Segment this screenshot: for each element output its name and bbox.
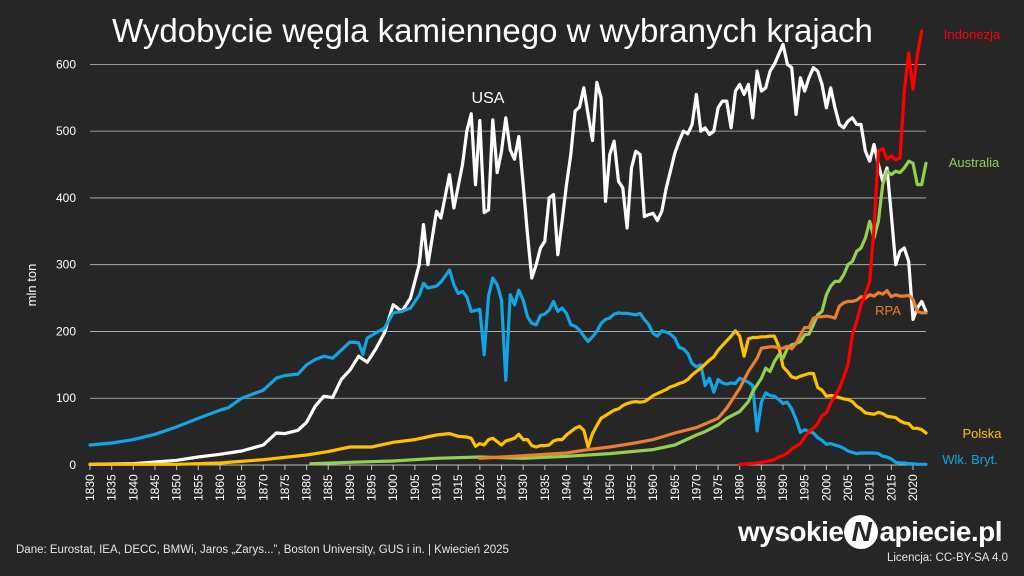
series-label: Polska bbox=[962, 426, 1002, 441]
x-tick-label: 2015 bbox=[884, 474, 898, 501]
x-tick-label: 1895 bbox=[365, 474, 379, 501]
y-tick-label: 300 bbox=[56, 258, 76, 272]
x-tick-label: 1950 bbox=[603, 474, 617, 501]
x-tick-label: 1930 bbox=[516, 474, 530, 501]
chart-title: Wydobycie węgla kamiennego w wybranych k… bbox=[112, 12, 873, 49]
x-tick-label: 1940 bbox=[559, 474, 573, 501]
x-tick-label: 1870 bbox=[256, 474, 270, 501]
x-tick-label: 1875 bbox=[278, 474, 292, 501]
x-tick-label: 1975 bbox=[711, 474, 725, 501]
x-tick-label: 1960 bbox=[646, 474, 660, 501]
x-tick-label: 1845 bbox=[148, 474, 162, 501]
x-tick-label: 2000 bbox=[819, 474, 833, 501]
x-tick-label: 1935 bbox=[538, 474, 552, 501]
x-tick-label: 1885 bbox=[321, 474, 335, 501]
series-line-indonezja bbox=[738, 29, 924, 466]
x-tick-label: 1860 bbox=[213, 474, 227, 501]
brand-logo: wysokie N apiecie.pl bbox=[738, 512, 1003, 552]
y-axis-label: mln ton bbox=[24, 264, 39, 307]
x-tick-label: 1900 bbox=[386, 474, 400, 501]
x-tick-label: 1880 bbox=[300, 474, 314, 501]
series-line-polska bbox=[88, 329, 928, 466]
x-tick-label: 2020 bbox=[906, 474, 920, 501]
x-tick-label: 1865 bbox=[235, 474, 249, 501]
series-label: Australia bbox=[949, 155, 1000, 170]
series-label: Wlk. Bryt. bbox=[942, 452, 998, 467]
x-tick-label: 1980 bbox=[733, 474, 747, 501]
y-axis: 0 100 200 300 400 500 600 bbox=[56, 57, 76, 472]
series-line-wlk-bryt- bbox=[88, 268, 928, 466]
x-tick-label: 1835 bbox=[105, 474, 119, 501]
x-tick-label: 1890 bbox=[343, 474, 357, 501]
y-tick-label: 100 bbox=[56, 391, 76, 405]
x-tick-label: 1945 bbox=[581, 474, 595, 501]
logo-text-left: wysokie bbox=[738, 516, 844, 547]
series-label: Indonezja bbox=[944, 27, 1001, 42]
logo-mark-icon: N bbox=[844, 515, 879, 549]
series-line-rpa bbox=[478, 289, 928, 460]
series-line-australia bbox=[309, 159, 928, 466]
source-note: Dane: Eurostat, IEA, DECC, BMWi, Jaros „… bbox=[16, 544, 509, 556]
x-tick-label: 1970 bbox=[689, 474, 703, 501]
series-label: USA bbox=[472, 90, 505, 107]
series-line-usa bbox=[88, 42, 928, 466]
x-tick-label: 1830 bbox=[83, 474, 97, 501]
series-labels: USA Wlk. Bryt. Polska Australia RPA Indonezja bbox=[472, 27, 1003, 467]
x-tick-label: 1955 bbox=[624, 474, 638, 501]
x-tick-label: 1995 bbox=[798, 474, 812, 501]
x-tick-label: 1990 bbox=[776, 474, 790, 501]
x-tick-label: 1985 bbox=[754, 474, 768, 501]
y-tick-label: 0 bbox=[69, 458, 76, 472]
x-tick-label: 2005 bbox=[841, 474, 855, 501]
license-note: Licencja: CC-BY-SA 4.0 bbox=[886, 552, 1008, 564]
series-lines bbox=[88, 29, 928, 466]
x-axis: 1830 1835 1840 1845 1850 1855 1860 1865 1870 1875… bbox=[83, 465, 920, 501]
logo-text-right: apiecie.pl bbox=[879, 516, 1003, 547]
x-tick-label: 1855 bbox=[191, 474, 205, 501]
x-tick-label: 1915 bbox=[451, 474, 465, 501]
x-tick-label: 1965 bbox=[668, 474, 682, 501]
x-tick-label: 1850 bbox=[170, 474, 184, 501]
x-tick-label: 1925 bbox=[495, 474, 509, 501]
x-tick-label: 1905 bbox=[408, 474, 422, 501]
series-label: RPA bbox=[875, 303, 901, 318]
y-tick-label: 400 bbox=[56, 191, 76, 205]
y-tick-label: 200 bbox=[56, 324, 76, 338]
y-tick-label: 500 bbox=[56, 124, 76, 138]
y-tick-label: 600 bbox=[56, 57, 76, 71]
x-tick-label: 1910 bbox=[430, 474, 444, 501]
x-tick-label: 1840 bbox=[126, 474, 140, 501]
x-tick-label: 1920 bbox=[473, 474, 487, 501]
x-tick-label: 2010 bbox=[863, 474, 877, 501]
